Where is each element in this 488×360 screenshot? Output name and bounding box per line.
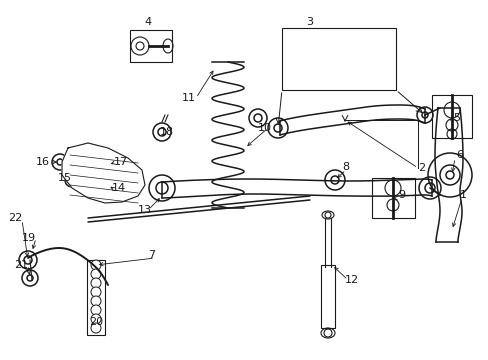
Circle shape xyxy=(91,296,101,306)
Circle shape xyxy=(91,260,101,270)
Bar xyxy=(282,28,395,90)
Circle shape xyxy=(91,287,101,297)
Text: 6: 6 xyxy=(455,150,462,160)
Text: 10: 10 xyxy=(258,123,271,133)
Text: 2: 2 xyxy=(417,163,424,173)
Bar xyxy=(320,265,334,328)
Text: 16: 16 xyxy=(36,157,50,167)
Polygon shape xyxy=(62,143,145,203)
Bar xyxy=(87,260,105,334)
Text: 22: 22 xyxy=(8,213,22,223)
Bar xyxy=(130,30,172,62)
Text: 11: 11 xyxy=(182,93,196,103)
Text: 3: 3 xyxy=(306,17,313,27)
Bar xyxy=(371,178,414,218)
Text: 17: 17 xyxy=(114,157,128,167)
Circle shape xyxy=(91,323,101,333)
Text: 12: 12 xyxy=(345,275,358,285)
Bar xyxy=(431,94,471,138)
Text: 15: 15 xyxy=(58,173,72,183)
Circle shape xyxy=(91,278,101,288)
Circle shape xyxy=(91,314,101,324)
Text: 14: 14 xyxy=(112,183,126,193)
Text: 8: 8 xyxy=(341,162,348,172)
Text: 18: 18 xyxy=(160,127,174,137)
Text: 20: 20 xyxy=(89,317,103,327)
Text: 13: 13 xyxy=(138,205,152,215)
Text: 4: 4 xyxy=(144,17,151,27)
Text: 1: 1 xyxy=(459,190,466,200)
Text: 21: 21 xyxy=(14,260,28,270)
Circle shape xyxy=(91,305,101,315)
Text: 7: 7 xyxy=(148,250,155,260)
Text: 9: 9 xyxy=(397,190,404,200)
Circle shape xyxy=(91,269,101,279)
Text: 19: 19 xyxy=(22,233,36,243)
Text: 5: 5 xyxy=(452,113,459,123)
